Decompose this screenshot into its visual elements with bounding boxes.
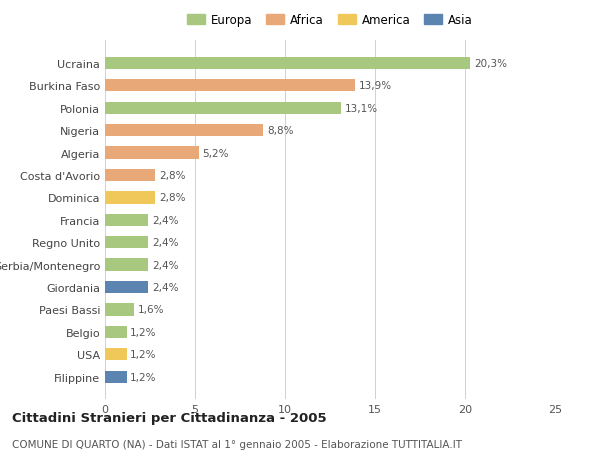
Text: 5,2%: 5,2% bbox=[202, 148, 229, 158]
Bar bbox=[105, 102, 341, 115]
Bar bbox=[105, 192, 155, 204]
Bar bbox=[105, 147, 199, 159]
Bar bbox=[105, 125, 263, 137]
Bar bbox=[105, 326, 127, 338]
Bar bbox=[105, 236, 148, 249]
Text: 2,4%: 2,4% bbox=[152, 215, 178, 225]
Text: 1,2%: 1,2% bbox=[130, 350, 157, 359]
Bar bbox=[105, 259, 148, 271]
Text: 20,3%: 20,3% bbox=[474, 59, 507, 69]
Text: 2,4%: 2,4% bbox=[152, 260, 178, 270]
Bar bbox=[105, 80, 355, 92]
Legend: Europa, Africa, America, Asia: Europa, Africa, America, Asia bbox=[182, 10, 478, 32]
Bar bbox=[105, 57, 470, 70]
Bar bbox=[105, 214, 148, 226]
Text: 2,4%: 2,4% bbox=[152, 238, 178, 248]
Text: 13,1%: 13,1% bbox=[344, 103, 377, 113]
Text: 2,4%: 2,4% bbox=[152, 282, 178, 292]
Text: 1,2%: 1,2% bbox=[130, 327, 157, 337]
Text: COMUNE DI QUARTO (NA) - Dati ISTAT al 1° gennaio 2005 - Elaborazione TUTTITALIA.: COMUNE DI QUARTO (NA) - Dati ISTAT al 1°… bbox=[12, 439, 462, 449]
Text: 2,8%: 2,8% bbox=[159, 193, 185, 203]
Bar bbox=[105, 169, 155, 182]
Bar bbox=[105, 281, 148, 294]
Text: 2,8%: 2,8% bbox=[159, 171, 185, 180]
Bar bbox=[105, 348, 127, 361]
Text: 13,9%: 13,9% bbox=[359, 81, 392, 91]
Text: 8,8%: 8,8% bbox=[267, 126, 293, 136]
Text: 1,2%: 1,2% bbox=[130, 372, 157, 382]
Bar bbox=[105, 371, 127, 383]
Bar bbox=[105, 304, 134, 316]
Text: Cittadini Stranieri per Cittadinanza - 2005: Cittadini Stranieri per Cittadinanza - 2… bbox=[12, 412, 326, 425]
Text: 1,6%: 1,6% bbox=[137, 305, 164, 315]
